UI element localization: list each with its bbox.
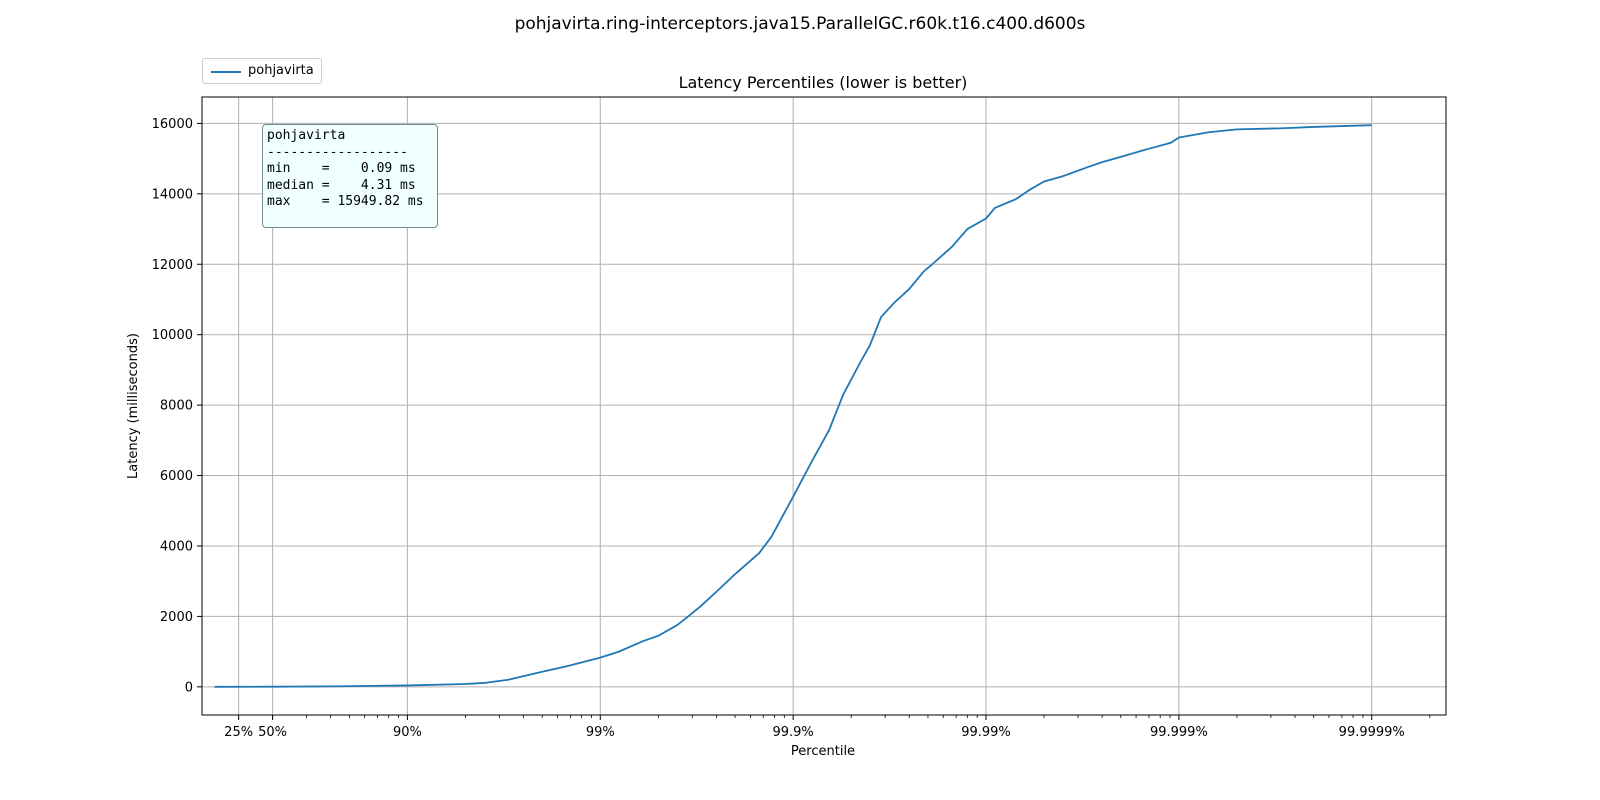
stats-box: pohjavirta ------------------ min = 0.09…: [262, 124, 438, 228]
series-line-pohjavirta: [214, 124, 1372, 688]
series-layer: [214, 124, 1372, 688]
y-tick-label: 14000: [152, 187, 193, 202]
y-tick-label: 12000: [152, 258, 193, 273]
ticks-layer: 0 2000 4000 6000 8000 10000 12000 14000 16000 25%…: [152, 117, 1431, 740]
x-tick-label: 99.9999%: [1339, 725, 1405, 740]
x-tick-label: 99.9%: [772, 725, 813, 740]
x-tick-label: 50%: [258, 725, 287, 740]
figure-suptitle: pohjavirta.ring-interceptors.java15.Para…: [515, 14, 1086, 34]
y-axis-label: Latency (milliseconds): [126, 333, 141, 479]
legend-label: pohjavirta: [248, 63, 314, 78]
x-tick-label: 90%: [393, 725, 422, 740]
stats-line: min = 0.09 ms: [267, 161, 416, 176]
chart-title: Latency Percentiles (lower is better): [679, 73, 968, 92]
legend: pohjavirta: [202, 58, 322, 84]
y-tick-label: 6000: [160, 469, 193, 484]
y-tick-label: 2000: [160, 610, 193, 625]
stats-line: ------------------: [267, 144, 408, 160]
y-tick-label: 16000: [152, 117, 193, 132]
x-tick-label: 99.999%: [1150, 725, 1208, 740]
x-tick-label: 99%: [586, 725, 615, 740]
x-axis-label: Percentile: [791, 744, 855, 759]
y-tick-label: 10000: [152, 328, 193, 343]
y-tick-label: 4000: [160, 539, 193, 554]
stats-line: max = 15949.82 ms: [267, 194, 424, 209]
x-tick-label: 99.99%: [961, 725, 1011, 740]
axes-frame: [201, 96, 1447, 716]
stats-line: pohjavirta: [267, 128, 346, 143]
legend-line-swatch: [211, 71, 241, 73]
y-tick-label: 0: [185, 680, 193, 695]
stats-text: pohjavirta ------------------ min = 0.09…: [263, 125, 437, 211]
x-tick-label: 25%: [224, 725, 253, 740]
y-tick-label: 8000: [160, 399, 193, 414]
stats-line: median = 4.31 ms: [267, 177, 416, 193]
